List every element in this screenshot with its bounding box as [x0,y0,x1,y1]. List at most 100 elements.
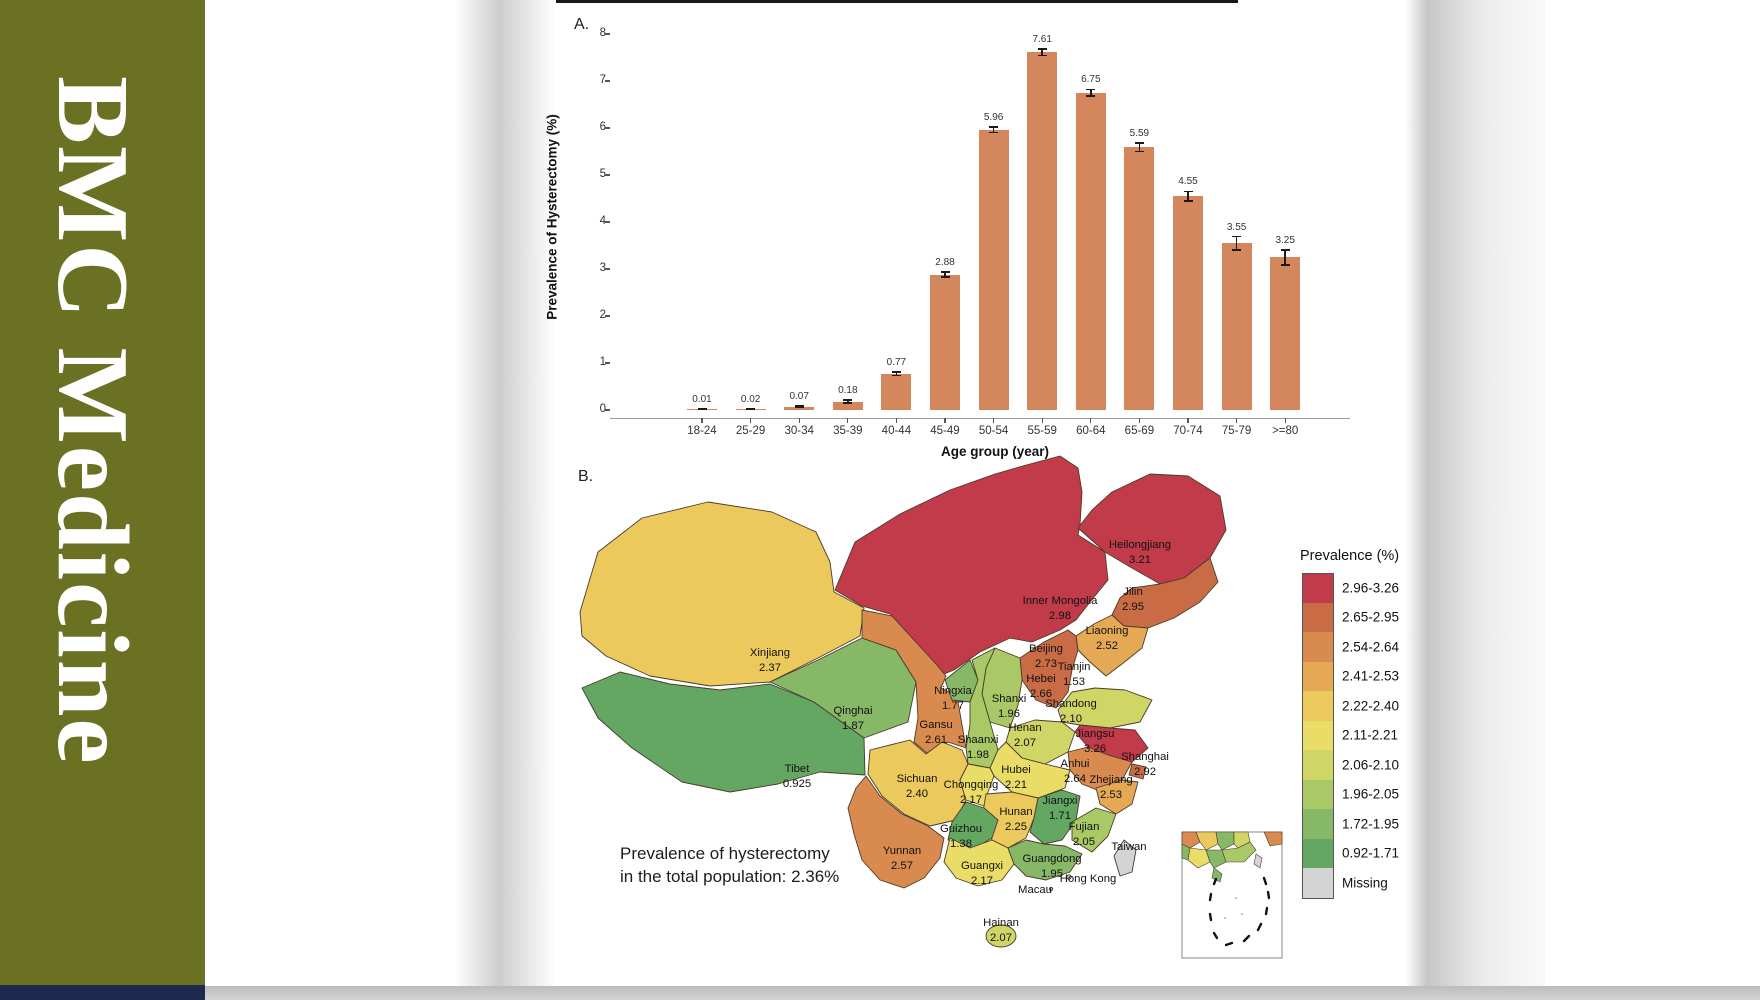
legend-item: 2.65-2.95 [1300,602,1450,633]
legend-item: 1.96-2.05 [1300,779,1450,810]
error-bar-cap [940,276,950,278]
y-tick-mark [605,127,610,129]
bar-value-label: 5.59 [1129,128,1150,140]
bar->=80 [1270,257,1301,410]
province-label: Shaanxi 1.98 [958,734,999,761]
x-tick-label: 50-54 [978,425,1009,437]
error-bar [1284,249,1286,265]
y-tick-mark [605,33,610,35]
bar-value-label: 6.75 [1081,74,1101,86]
legend-range-label: 1.72-1.95 [1342,816,1400,832]
province-label: Jilin 2.95 [1122,586,1144,613]
legend-range-label: 2.06-2.10 [1342,757,1400,773]
legend-item: Missing [1300,868,1450,899]
legend-swatch [1302,573,1334,605]
province-label: Sichuan 2.40 [897,773,938,800]
legend-swatch [1302,779,1334,810]
province-label: Jiangxi 1.71 [1042,795,1077,822]
province-label: Anhui 2.64 [1061,758,1090,785]
bar-value-label: 3.55 [1226,221,1247,233]
y-axis-title: Prevalence of Hysterectomy (%) [544,114,560,320]
x-tick-label: >=80 [1272,425,1299,437]
province-zhejiang [1095,779,1139,815]
province-jiangxi [1029,789,1081,845]
nine-dash-line [1208,876,1271,947]
sidebar-footer-band [0,985,205,1000]
y-tick-label: 2 [599,309,606,321]
x-tick-mark [1284,418,1286,423]
legend-range-label: 2.65-2.95 [1342,609,1400,625]
y-tick-mark [605,221,610,223]
legend-swatch [1302,602,1334,633]
province-label: Guangxi 2.17 [961,860,1003,887]
province-label: Hainan 2.07 [983,917,1019,944]
province-hebei [1019,629,1079,709]
x-tick-label: 75-79 [1221,425,1252,437]
legend-item: 2.06-2.10 [1300,750,1450,781]
error-bar [798,405,800,408]
x-tick-mark [701,418,703,423]
map-annotation-line1: Prevalence of hysterectomy [620,844,830,863]
province-label: Chongqing 2.17 [944,779,999,806]
y-tick-mark [605,268,610,270]
error-bar-cap [891,374,901,377]
province-label: Jiangsu 3.26 [1076,728,1115,755]
page-bottom-strip [205,986,1760,1000]
error-bar-cap [1232,248,1242,251]
province-label: Guangdong 1.95 [1022,853,1081,880]
top-crop-bar [556,0,1238,3]
x-tick-label: 70-74 [1173,425,1203,437]
error-bar-cap [697,408,707,411]
province-label: Gansu 2.61 [919,719,952,746]
south-china-sea-inset [1181,831,1283,959]
legend-range-label: 2.41-2.53 [1342,668,1400,684]
bar-value-label: 2.88 [935,257,955,269]
x-tick-mark [944,418,946,423]
legend-range-label: 2.11-2.21 [1342,727,1399,743]
china-map: Heilongjiang 3.21 Inner Mongolia 2.98 Jilin 2… [579,455,1283,959]
province-shanghai [1128,763,1147,780]
province-hainan [985,924,1017,948]
province-label: Inner Mongolia 2.98 [1023,595,1098,622]
legend-item: 1.72-1.95 [1300,809,1450,840]
x-tick-mark [1138,418,1141,423]
legend-swatch [1302,750,1334,781]
bar-60-64 [1075,92,1106,410]
y-tick-mark [605,315,610,317]
province-label: Heilongjiang 3.21 [1109,539,1171,566]
macau-marker [1048,886,1054,892]
error-bar-cap [989,126,999,128]
hong-kong-marker [1066,874,1072,880]
bar-value-label: 4.55 [1178,176,1198,188]
bar-75-79 [1221,243,1252,410]
error-bar-cap [1280,248,1290,251]
province-gansu [861,609,967,755]
x-tick-mark [1090,418,1092,423]
bar-value-label: 7.61 [1032,34,1052,46]
bar-40-44 [881,373,912,410]
panel-b-label: B. [578,468,594,485]
x-tick-label: 30-34 [784,425,814,437]
province-label: Hubei 2.21 [1001,764,1031,791]
error-bar-cap [1037,54,1047,57]
province-heilongjiang [1077,473,1227,585]
legend-range-label: 1.96-2.05 [1342,786,1400,802]
x-tick-mark [847,418,849,423]
province-label: Hunan 2.25 [999,806,1032,833]
province-label: Taiwan [1111,841,1146,853]
province-label: Zhejiang 2.53 [1089,774,1132,801]
bar-value-label: 5.96 [983,112,1004,124]
map-legend: Prevalence (%) 2.96-3.26 2.65-2.95 2.54-2.… [1300,548,1450,899]
bar-value-label: 0.01 [692,393,712,405]
province-yunnan [847,775,945,889]
error-bar-cap [1232,235,1242,238]
panel-a-label: A. [574,16,590,33]
legend-item: 2.41-2.53 [1300,661,1450,692]
legend-swatch [1302,720,1334,751]
bar-50-54 [978,129,1009,410]
x-tick-mark [1236,418,1238,423]
x-tick-label: 65-69 [1124,425,1155,437]
province-label: Beijing 2.73 [1029,643,1063,670]
legend-item: 2.22-2.40 [1300,691,1450,722]
